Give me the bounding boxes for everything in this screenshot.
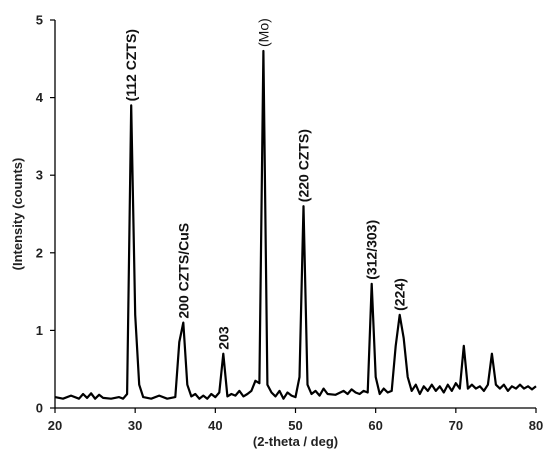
- peak-annotation: 200 CZTS/CuS: [175, 223, 191, 319]
- y-axis-title: (Intensity (counts): [10, 158, 25, 271]
- x-tick-label: 40: [208, 418, 222, 433]
- peak-annotations: (112 CZTS) 200 CZTS/CuS 203 (Mo) (220 CZTS) (…: [123, 18, 408, 349]
- y-tick-label: 5: [36, 13, 43, 28]
- peak-annotation: (312/303): [364, 220, 380, 280]
- series-layer: [54, 49, 537, 400]
- peak-annotation: (Mo): [255, 18, 271, 47]
- x-tick-label: 70: [449, 418, 463, 433]
- peak-annotation: (112 CZTS): [123, 29, 139, 101]
- peak-annotation: (224): [392, 278, 408, 311]
- x-tick-label: 60: [368, 418, 382, 433]
- x-axis: 20 30 40 50 60 70 80: [48, 407, 543, 433]
- y-tick-labels: 0 1 2 3 4 5: [36, 13, 55, 416]
- y-tick-label: 0: [36, 401, 43, 416]
- x-axis-title: (2-theta / deg): [253, 434, 338, 449]
- y-tick-label: 4: [36, 90, 44, 105]
- peak-annotation: (220 CZTS): [296, 129, 312, 202]
- xrd-pattern-line: [54, 49, 537, 400]
- y-tick-label: 3: [36, 168, 43, 183]
- x-tick-label: 80: [529, 418, 543, 433]
- y-axis: 0 1 2 3 4 5: [36, 13, 56, 416]
- peak-annotation: 203: [215, 326, 231, 350]
- x-tick-label: 50: [288, 418, 302, 433]
- x-tick-label: 20: [48, 418, 62, 433]
- y-tick-label: 1: [36, 323, 43, 338]
- x-tick-labels: 20 30 40 50 60 70 80: [48, 408, 543, 433]
- x-tick-label: 30: [128, 418, 142, 433]
- y-tick-label: 2: [36, 245, 43, 260]
